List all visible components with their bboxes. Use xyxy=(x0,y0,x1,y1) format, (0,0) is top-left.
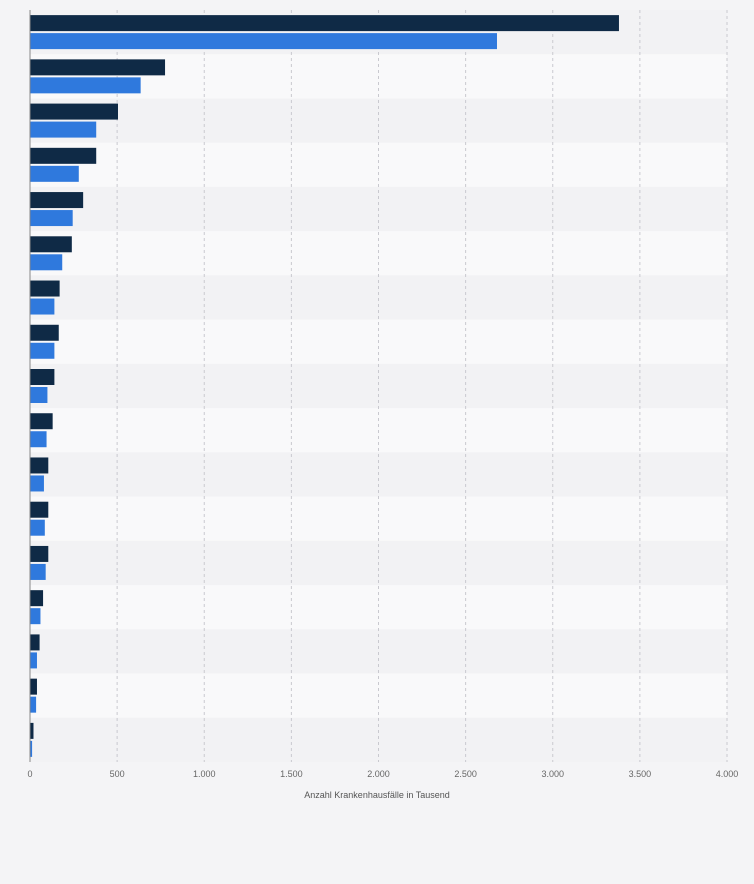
bar-series-2 xyxy=(30,696,37,713)
bar-series-2 xyxy=(30,254,63,271)
bar-series-2 xyxy=(30,33,497,50)
bar-series-1 xyxy=(30,369,55,385)
bar-series-1 xyxy=(30,103,118,120)
bar-series-2 xyxy=(30,387,48,403)
x-tick-label: 2.000 xyxy=(367,769,390,779)
bar-series-2 xyxy=(30,121,97,138)
bar-series-1 xyxy=(30,280,60,297)
x-tick-label: 500 xyxy=(110,769,125,779)
bar-series-1 xyxy=(30,545,49,562)
bar-series-2 xyxy=(30,77,141,94)
bar-series-2 xyxy=(30,740,33,757)
bar-series-1 xyxy=(30,634,40,651)
bar-series-1 xyxy=(30,722,34,739)
bar-series-1 xyxy=(30,413,53,430)
bar-series-2 xyxy=(30,519,45,536)
bar-series-1 xyxy=(30,678,37,695)
bar-series-2 xyxy=(30,165,79,182)
x-tick-label: 2.500 xyxy=(454,769,477,779)
x-tick-label: 1.500 xyxy=(280,769,303,779)
x-tick-label: 3.500 xyxy=(629,769,652,779)
bar-series-2 xyxy=(30,608,41,625)
bar-series-1 xyxy=(30,147,97,164)
bar-series-1 xyxy=(30,59,166,76)
bar-series-2 xyxy=(30,298,55,315)
bar-series-2 xyxy=(30,563,46,580)
bar-series-1 xyxy=(30,236,72,253)
bar-series-2 xyxy=(30,431,47,448)
bar-series-2 xyxy=(30,652,37,669)
x-tick-label: 0 xyxy=(27,769,32,779)
bar-series-2 xyxy=(30,475,44,492)
bar-series-1 xyxy=(30,192,84,209)
x-axis-label: Anzahl Krankenhausfälle in Tausend xyxy=(304,790,449,800)
bar-series-1 xyxy=(30,501,49,518)
bar-series-1 xyxy=(30,457,49,474)
bar-series-1 xyxy=(30,324,59,341)
bar-series-2 xyxy=(30,342,55,359)
bar-series-1 xyxy=(30,15,619,32)
x-tick-label: 3.000 xyxy=(541,769,564,779)
bar-series-1 xyxy=(30,590,44,607)
x-tick-label: 4.000 xyxy=(716,769,739,779)
bar-series-2 xyxy=(30,210,73,227)
x-tick-label: 1.000 xyxy=(193,769,216,779)
